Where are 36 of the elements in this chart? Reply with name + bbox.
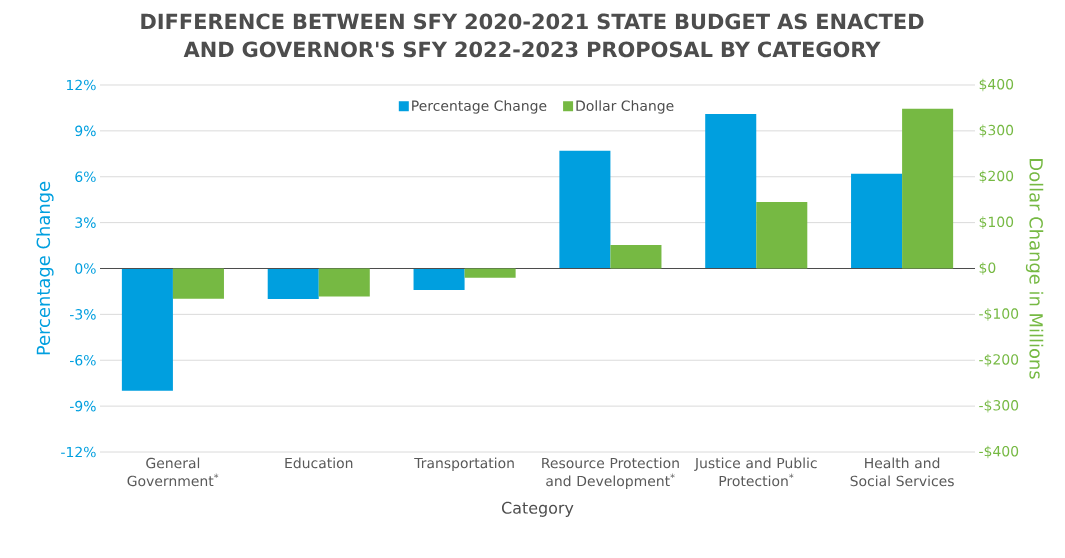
x-tick-label: General Government$^{*}$ — [127, 457, 219, 487]
x-axis-title: Category — [501, 501, 574, 517]
bar — [121, 268, 173, 391]
y-tick-label: -12% — [61, 446, 96, 458]
y2-tick-label: $300 — [979, 124, 1014, 138]
bar — [413, 268, 465, 290]
x-tick-label: Resource Protection and Development$^{*}$ — [542, 457, 679, 489]
y2-tick-label: -$400 — [979, 445, 1019, 459]
y-axis-title: Percentage Change — [36, 181, 54, 355]
y-tick-label: 3% — [75, 217, 96, 228]
y-tick-label: -9% — [70, 400, 96, 412]
y-tick-label: 9% — [75, 125, 96, 137]
y2-tick-label: $400 — [979, 78, 1014, 92]
y-tick-label: 0% — [75, 263, 96, 274]
bar — [172, 268, 224, 299]
bar — [610, 245, 662, 269]
bar — [705, 114, 757, 269]
y2-tick-label: -$300 — [979, 399, 1019, 413]
bar — [559, 150, 611, 269]
x-tick-label: Transportation — [414, 457, 514, 472]
y-tick-label: -6% — [70, 354, 96, 366]
y2-axis-title: Dollar Change in Millions — [1025, 159, 1044, 379]
y2-tick-label: -$200 — [979, 353, 1019, 367]
y-tick-label: -3% — [70, 309, 96, 320]
x-tick-label: Education — [285, 457, 353, 469]
y2-tick-label: -$100 — [979, 308, 1019, 321]
y-tick-label: 12% — [67, 79, 96, 91]
x-tick-label: Health and Social Services — [850, 457, 954, 487]
y2-tick-label: $200 — [979, 170, 1014, 184]
y2-tick-label: $100 — [979, 216, 1014, 229]
x-tick-label: Justice and Public Protection$^{*}$ — [694, 457, 817, 487]
legend-label: Percentage Change — [412, 100, 547, 114]
y2-tick-label: $0 — [979, 262, 996, 275]
legend-label: Dollar Change — [576, 100, 674, 114]
y-tick-label: 6% — [75, 171, 96, 183]
chart-title: DIFFERENCE BETWEEN SFY 2020-2021 STATE BUDGET AS ENACTED AND GOVERNOR'S SFY 2022-2023 PROPOSAL BY CATEGORY — [141, 13, 924, 58]
